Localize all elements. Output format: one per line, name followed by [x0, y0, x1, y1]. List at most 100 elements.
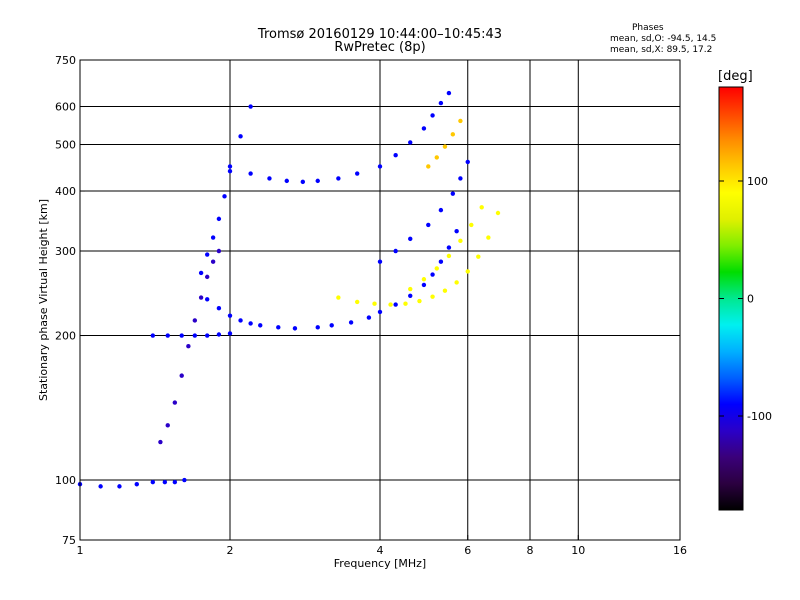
- data-point: [336, 176, 341, 181]
- data-point: [450, 191, 456, 196]
- data-point: [495, 210, 501, 216]
- x-tick-label: 4: [377, 544, 384, 557]
- colorbar-ticks: 100 0 -100: [719, 175, 772, 423]
- data-point: [172, 400, 178, 405]
- data-point: [354, 299, 360, 305]
- data-point: [172, 479, 178, 485]
- data-point: [426, 222, 431, 228]
- data-point: [479, 205, 484, 210]
- data-point: [238, 318, 243, 323]
- data-point: [284, 178, 289, 184]
- data-point: [179, 333, 184, 338]
- data-point: [421, 277, 427, 282]
- data-point: [377, 164, 383, 169]
- data-point: [408, 286, 413, 292]
- data-point: [198, 270, 204, 276]
- y-tick-label: 75: [62, 534, 76, 547]
- data-point: [421, 282, 427, 288]
- data-point: [329, 323, 334, 328]
- data-point: [469, 222, 474, 228]
- data-point: [403, 301, 408, 306]
- data-point: [366, 315, 372, 320]
- y-tick-label: 100: [55, 474, 76, 487]
- x-tick-label: 1: [77, 544, 84, 557]
- data-point: [258, 323, 263, 328]
- x-tick-label: 6: [464, 544, 471, 557]
- data-point: [248, 104, 253, 109]
- data-point: [267, 176, 272, 181]
- y-tick-label: 750: [55, 54, 76, 67]
- data-point: [430, 294, 435, 299]
- data-point: [377, 309, 383, 315]
- data-point: [238, 134, 243, 139]
- axis-ticks: 1 2 4 6 8 10 16 75 100 200 300 400 500 600 750: [55, 54, 687, 557]
- data-point: [227, 164, 233, 169]
- data-point: [417, 298, 422, 304]
- data-point: [438, 259, 444, 264]
- data-point: [458, 118, 463, 124]
- data-point: [450, 132, 456, 137]
- data-point: [134, 482, 139, 487]
- data-point: [421, 126, 427, 131]
- data-point: [393, 153, 398, 158]
- data-point: [216, 306, 222, 311]
- x-axis-label: Frequency [MHz]: [333, 557, 427, 570]
- data-point: [454, 228, 459, 234]
- data-point: [438, 207, 444, 213]
- data-point: [430, 272, 435, 277]
- data-point: [192, 318, 198, 323]
- data-point: [158, 439, 163, 445]
- y-tick-label: 200: [55, 330, 76, 343]
- data-point: [204, 274, 210, 280]
- data-point: [454, 280, 459, 285]
- data-point: [315, 178, 320, 184]
- data-point: [408, 236, 413, 242]
- data-point: [458, 176, 463, 181]
- data-point: [222, 194, 227, 199]
- data-point: [204, 297, 210, 302]
- data-point: [162, 479, 168, 485]
- data-point: [227, 313, 233, 318]
- data-point: [216, 216, 222, 222]
- data-point: [248, 171, 253, 176]
- colorbar-label: [deg]: [718, 69, 753, 84]
- data-point: [486, 235, 491, 240]
- y-tick-label: 500: [55, 139, 76, 152]
- data-point: [442, 288, 448, 293]
- data-point: [216, 248, 222, 254]
- data-point: [372, 301, 377, 306]
- colorbar-tick-label: -100: [747, 410, 772, 423]
- data-point: [465, 159, 470, 165]
- data-point: [442, 144, 448, 149]
- data-point: [434, 155, 439, 160]
- x-tick-label: 8: [527, 544, 534, 557]
- data-point: [388, 302, 393, 307]
- data-point: [165, 333, 170, 338]
- phases-label: Phases: [632, 23, 664, 33]
- data-point: [204, 252, 210, 257]
- data-point: [348, 320, 354, 325]
- data-point: [446, 90, 452, 96]
- chart-title: Tromsø 20160129 10:44:00–10:45:43: [257, 27, 503, 42]
- x-tick-label: 2: [227, 544, 234, 557]
- data-point: [248, 321, 253, 326]
- x-tick-label: 10: [571, 544, 585, 557]
- data-point: [204, 333, 210, 338]
- data-point: [182, 477, 187, 483]
- data-point: [98, 484, 103, 489]
- data-point: [393, 302, 398, 307]
- data-point: [315, 325, 320, 330]
- phase-x-stats: mean, sd,X: 89.5, 17.2: [610, 45, 713, 55]
- data-point: [408, 293, 413, 298]
- data-point: [393, 248, 398, 254]
- phase-o-stats: mean, sd,O: -94.5, 14.5: [610, 34, 717, 44]
- data-point: [210, 259, 216, 264]
- data-point: [276, 325, 281, 330]
- data-point: [186, 344, 191, 349]
- data-point: [465, 269, 470, 274]
- data-point: [446, 245, 452, 250]
- data-point: [408, 140, 413, 145]
- colorbar-tick-label: 100: [747, 175, 768, 188]
- data-point: [216, 332, 222, 337]
